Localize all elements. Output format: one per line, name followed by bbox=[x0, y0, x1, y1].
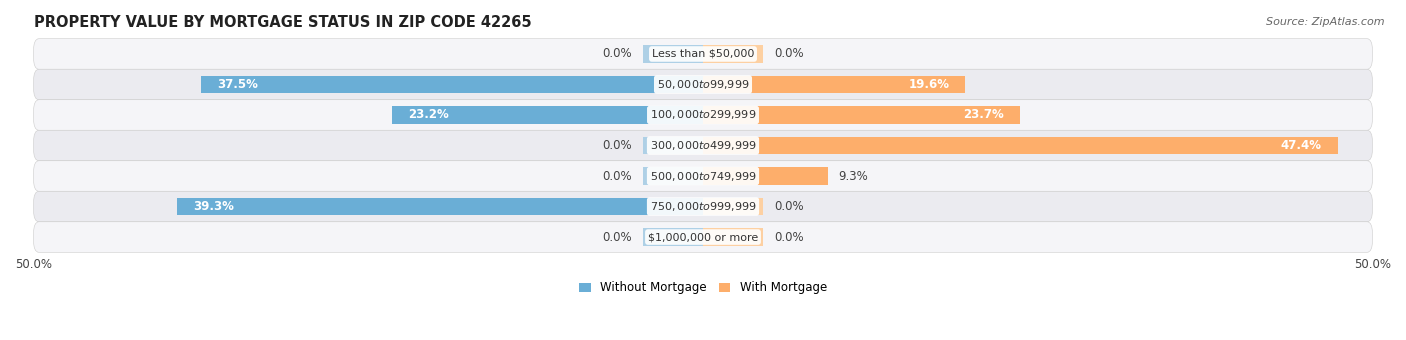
Text: 0.0%: 0.0% bbox=[602, 48, 633, 61]
Bar bbox=[392, 106, 703, 124]
Text: $100,000 to $299,999: $100,000 to $299,999 bbox=[650, 108, 756, 121]
Text: 39.3%: 39.3% bbox=[193, 200, 233, 213]
Text: $500,000 to $749,999: $500,000 to $749,999 bbox=[650, 170, 756, 183]
Bar bbox=[703, 198, 763, 215]
Bar bbox=[643, 167, 703, 185]
Text: 37.5%: 37.5% bbox=[217, 78, 257, 91]
Bar bbox=[703, 228, 763, 246]
Text: Less than $50,000: Less than $50,000 bbox=[652, 49, 754, 59]
Bar bbox=[703, 137, 1337, 154]
FancyBboxPatch shape bbox=[34, 130, 1372, 161]
FancyBboxPatch shape bbox=[34, 222, 1372, 252]
Text: Source: ZipAtlas.com: Source: ZipAtlas.com bbox=[1267, 17, 1385, 27]
Text: 0.0%: 0.0% bbox=[602, 170, 633, 183]
Bar bbox=[703, 75, 966, 94]
Legend: Without Mortgage, With Mortgage: Without Mortgage, With Mortgage bbox=[579, 281, 827, 294]
Text: $50,000 to $99,999: $50,000 to $99,999 bbox=[657, 78, 749, 91]
Bar bbox=[201, 75, 703, 94]
Text: 19.6%: 19.6% bbox=[908, 78, 949, 91]
Text: 0.0%: 0.0% bbox=[773, 48, 804, 61]
FancyBboxPatch shape bbox=[34, 191, 1372, 222]
Text: 47.4%: 47.4% bbox=[1281, 139, 1322, 152]
FancyBboxPatch shape bbox=[34, 100, 1372, 130]
Text: 9.3%: 9.3% bbox=[838, 170, 868, 183]
FancyBboxPatch shape bbox=[34, 39, 1372, 69]
Text: 0.0%: 0.0% bbox=[773, 231, 804, 243]
Text: 0.0%: 0.0% bbox=[773, 200, 804, 213]
Bar bbox=[643, 45, 703, 63]
Text: 23.7%: 23.7% bbox=[963, 108, 1004, 121]
FancyBboxPatch shape bbox=[34, 161, 1372, 191]
Text: $750,000 to $999,999: $750,000 to $999,999 bbox=[650, 200, 756, 213]
Text: $300,000 to $499,999: $300,000 to $499,999 bbox=[650, 139, 756, 152]
Text: 0.0%: 0.0% bbox=[602, 231, 633, 243]
Bar bbox=[703, 167, 828, 185]
Bar bbox=[177, 198, 703, 215]
Text: $1,000,000 or more: $1,000,000 or more bbox=[648, 232, 758, 242]
Bar bbox=[703, 45, 763, 63]
Bar bbox=[703, 106, 1021, 124]
Text: 23.2%: 23.2% bbox=[408, 108, 449, 121]
Bar bbox=[643, 137, 703, 154]
FancyBboxPatch shape bbox=[34, 69, 1372, 100]
Text: PROPERTY VALUE BY MORTGAGE STATUS IN ZIP CODE 42265: PROPERTY VALUE BY MORTGAGE STATUS IN ZIP… bbox=[34, 15, 531, 30]
Text: 0.0%: 0.0% bbox=[602, 139, 633, 152]
Bar bbox=[643, 228, 703, 246]
